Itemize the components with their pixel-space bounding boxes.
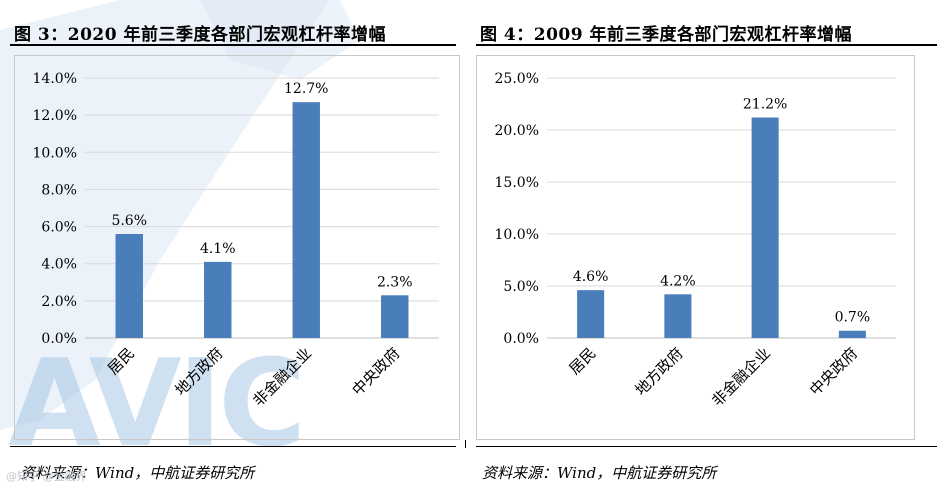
x-tick-label: 居民 (566, 344, 600, 378)
y-tick-label: 5.0% (503, 279, 539, 295)
bar-value-label: 4.2% (660, 273, 696, 289)
chart-1: 0.0% 2.0% 4.0% 6.0% 8.0% 10.0% 12.0% 14.0% 5.6% 居… (33, 71, 439, 410)
y-tick-label: 0.0% (503, 331, 539, 347)
bar-value-label: 2.3% (377, 274, 413, 290)
y-tick-label: 10.0% (495, 227, 539, 243)
bar-value-label: 5.6% (111, 213, 147, 229)
bar-value-label: 4.6% (573, 269, 609, 285)
y-tick-label: 4.0% (41, 257, 77, 273)
x-tick-label: 非金融企业 (249, 344, 315, 410)
y-tick-label: 2.0% (41, 294, 77, 310)
bar (664, 294, 692, 338)
panel-1-title-rule (10, 44, 456, 46)
y-tick-label: 10.0% (33, 145, 77, 161)
x-tick-label: 地方政府 (632, 344, 687, 399)
bar (292, 102, 320, 338)
x-tick-label: 中央政府 (348, 344, 403, 399)
y-tick-label: 14.0% (33, 71, 77, 87)
bar (751, 117, 779, 338)
bar (577, 290, 605, 338)
x-tick-label: 中央政府 (806, 344, 861, 399)
chart-1-frame: 0.0% 2.0% 4.0% 6.0% 8.0% 10.0% 12.0% 14.0% 5.6% 居… (14, 55, 460, 440)
y-axis-ticks: 0.0% 5.0% 10.0% 15.0% 20.0% 25.0% (495, 71, 539, 347)
panel-1-bottom-rule (10, 446, 456, 447)
bar (381, 295, 409, 338)
y-tick-label: 15.0% (495, 175, 539, 191)
bar (204, 261, 232, 338)
panel-divider-tick (465, 440, 466, 448)
x-tick-label: 居民 (104, 344, 138, 378)
panel-2-bottom-rule (476, 446, 937, 447)
chart-2: 0.0% 5.0% 10.0% 15.0% 20.0% 25.0% 4.6% 居民 4.2% 地方… (495, 71, 896, 410)
x-tick-label: 地方政府 (171, 344, 226, 399)
bar-value-label: 0.7% (835, 310, 871, 326)
panel-1-title: 图 3：2020 年前三季度各部门宏观杠杆率增幅 (14, 25, 386, 45)
chart-2-frame: 0.0% 5.0% 10.0% 15.0% 20.0% 25.0% 4.6% 居民 4.2% 地方… (476, 55, 915, 440)
panel-1-source: 资料来源：Wind，中航证券研究所 (20, 464, 255, 482)
y-tick-label: 25.0% (495, 71, 539, 87)
bar (115, 234, 143, 338)
y-tick-label: 0.0% (41, 331, 77, 347)
bar (838, 330, 866, 338)
panel-2-source: 资料来源：Wind，中航证券研究所 (482, 464, 717, 482)
bar-value-label: 21.2% (743, 97, 787, 113)
bar-value-label: 12.7% (284, 81, 328, 97)
x-tick-label: 非金融企业 (708, 344, 774, 410)
y-axis-ticks: 0.0% 2.0% 4.0% 6.0% 8.0% 10.0% 12.0% 14.0% (33, 71, 77, 347)
panel-2-title: 图 4：2009 年前三季度各部门宏观杠杆率增幅 (480, 25, 852, 45)
y-tick-label: 8.0% (41, 182, 77, 198)
brand-watermark: @知乎 @金融界 (6, 470, 87, 483)
y-tick-label: 12.0% (33, 108, 77, 124)
y-tick-label: 20.0% (495, 123, 539, 139)
y-tick-label: 6.0% (41, 220, 77, 236)
panel-2-title-rule (476, 44, 937, 46)
bar-value-label: 4.1% (200, 241, 236, 257)
